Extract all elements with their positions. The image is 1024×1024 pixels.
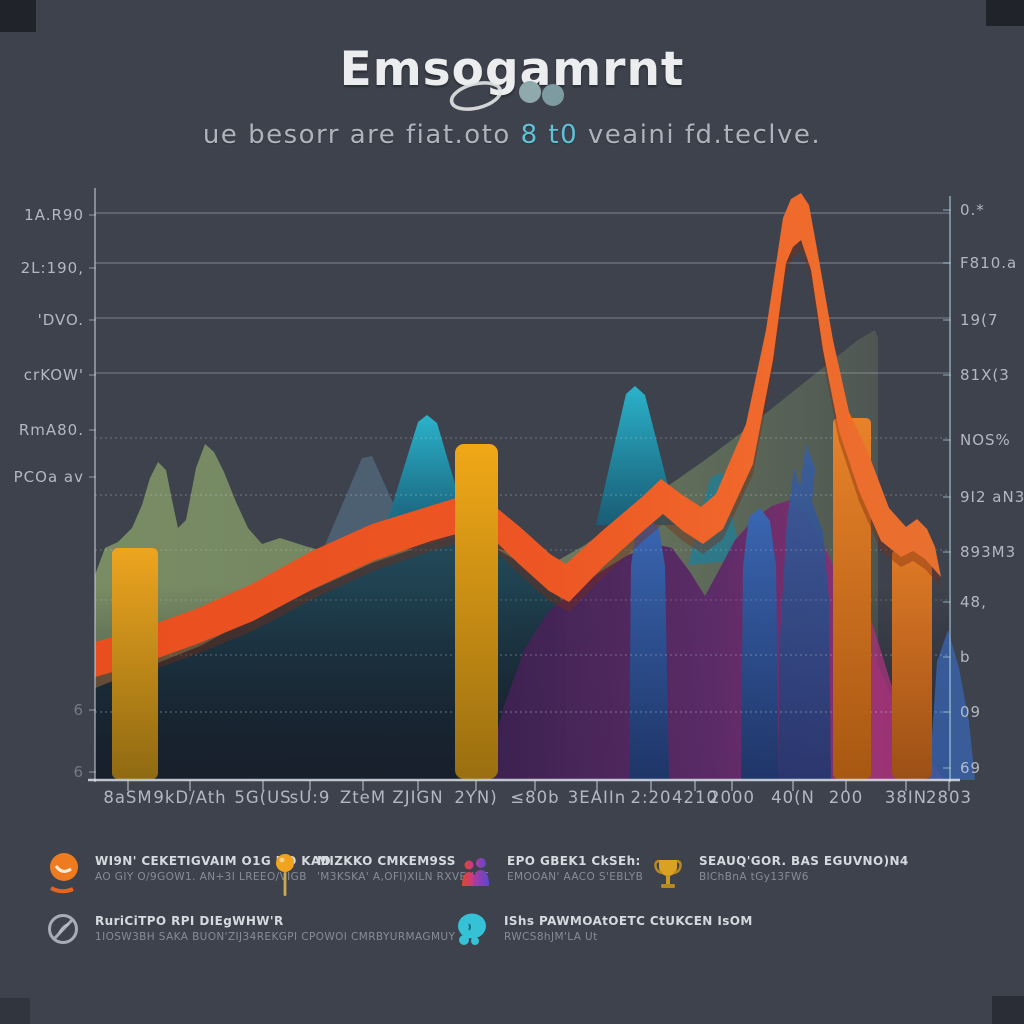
y-left-tick-label: crKOW' [24,366,84,384]
oval-mark [449,81,503,111]
x-tick-label: 2YN) [454,788,497,807]
amber-bar-left [112,548,158,779]
x-tick-label: 9kD/Ath [153,788,226,807]
people-icon [462,858,489,886]
x-tick-label: sU:9 [290,788,331,807]
dot-mark [542,84,564,106]
y-right-tick-label: 0.* [960,201,985,219]
y-right-tick-label: 9I2 aN3 [960,488,1024,506]
legend-label: SEAUQ'GOR. BAS EGUVNO)N4 [699,854,909,868]
blue-band-1 [629,518,669,780]
trophy-icon [654,859,682,888]
y-left-tick-label: 2L:190, [21,259,84,277]
y-right-tick-label: 893M3 [960,543,1016,561]
bars-back [833,418,932,779]
y-right-tick-label: 81X(3 [960,366,1010,384]
orange-bar-far-right [892,548,932,779]
blue-band-2 [741,508,779,780]
x-tick-label: 40(N [771,788,815,807]
axis-lines [88,188,960,782]
corner-artifact [0,0,36,32]
legend-label: WI9N' CEKETIGVAIM O1G NO KAD [95,854,332,868]
corner-artifact [0,998,30,1024]
legend-sublabel: EMOOAN' AACO S'EBLYB [507,871,644,883]
legend-sublabel: RWCS8hJM'LA Ut [504,931,598,943]
y-right-tick-label: b [960,648,971,666]
y-left-tick-label: 6 [73,763,84,781]
y-left-tick-label: 1A.R90 [24,206,84,224]
x-tick-label: 5G(US [234,788,291,807]
y-right-tick-label: 69 [960,759,981,777]
legend-sublabel: 1IOSW3BH SAKA BUON'ZIJ34REKGPI CPOWOI CM… [95,931,456,943]
y-left-tick-label: 6 [73,701,84,719]
legend-item: IShs PAWMOAtOETC CtUKCEN IsOM RWCS8hJM'L… [455,913,753,960]
chat-blob-icon [458,913,486,945]
legend-item: SEAUQ'GOR. BAS EGUVNO)N4 BlChBnA tGy13FW… [650,854,909,900]
x-tick-label: 2000 [709,788,755,807]
x-tick-label: 200 [829,788,864,807]
y-right-tick-label: F810.a [960,254,1017,272]
legend-label: MIZKKO CMKEM9SS [317,854,456,868]
legend-item: RuriCiTPO RPI DIEgWHW'R 1IOSW3BH SAKA BU… [46,914,455,960]
x-tick-label: 2:20 [630,788,671,807]
x-tick-label: 2803 [926,788,972,807]
y-left-tick-label: PCOa av [14,468,84,486]
badge-circle-icon [50,853,78,894]
blue-wedge-right [929,630,975,780]
legend-item: WI9N' CEKETIGVAIM O1G NO KAD AO GIY O/9G… [46,853,332,900]
corner-artifact [986,0,1024,26]
x-tick-label: 38IN [885,788,927,807]
page-subtitle: ue besorr are fiat.oto 8 t0 veaini fd.te… [0,120,1024,150]
legend-label: RuriCiTPO RPI DIEgWHW'R [95,914,284,928]
orange-trend-band [95,193,941,677]
bars-front [112,444,498,779]
map-pin-icon [276,854,294,896]
subtitle-text: veaini fd.teclve. [578,120,822,150]
legend-label: IShs PAWMOAtOETC CtUKCEN IsOM [504,914,753,928]
x-tick-label: 4210 [672,788,718,807]
blue-mound-inside-peak [779,444,831,780]
x-tick-label: 3EAIIn [568,788,626,807]
x-tick-label: 8aSM [103,788,152,807]
x-tick-label: ZteM [340,788,386,807]
y-left-tick-label: RmA80. [19,421,84,439]
dot-mark [519,81,541,103]
x-tick-label: ≤80b [510,788,559,807]
legend-sublabel: 'M3KSKA' A,OFI)XILN RXVEI(3T [317,871,489,883]
y-right-tick-label: 48, [960,593,987,611]
y-right-tick-label: 19(7 [960,311,998,329]
subtitle-highlight: 8 t0 [520,120,579,150]
title-flourish-marks [449,81,564,111]
prohibited-leaf-icon [48,914,78,944]
legend-sublabel: AO GIY O/9GOW1. AN+3I LREEO/VIGB [95,871,307,883]
subtitle-text: ue besorr are fiat.oto [202,120,521,150]
y-right-tick-label: 09 [960,703,981,721]
orange-bar-right [833,418,871,779]
trend-line-band [95,193,941,687]
legend-item: EPO GBEK1 CkSEh: EMOOAN' AACO S'EBLYB [458,854,643,900]
y-axis-left-labels: 1A.R90 2L:190, 'DVO. crKOW' RmA80. PCOa av 6 6 [14,206,96,781]
amber-bar-mid [455,444,498,779]
y-left-tick-label: 'DVO. [38,311,84,329]
page-title: Emsogamrnt [339,42,685,97]
legend-label: EPO GBEK1 CkSEh: [507,854,641,868]
legend-item: MIZKKO CMKEM9SS 'M3KSKA' A,OFI)XILN RXVE… [268,854,488,900]
y-right-tick-label: NOS% [960,431,1011,449]
legend-sublabel: BlChBnA tGy13FW6 [699,871,809,883]
corner-artifact [992,996,1024,1024]
y-axis-right-labels: 0.* F810.a 19(7 81X(3 NOS% 9I2 aN3 893M3 48, b 09… [943,201,1024,777]
x-tick-label: ZJIGN [392,788,443,807]
